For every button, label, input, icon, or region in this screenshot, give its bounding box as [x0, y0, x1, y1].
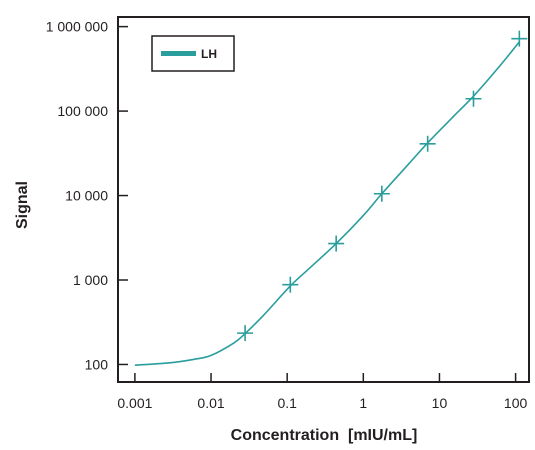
data-point: [511, 30, 528, 47]
legend: LH: [151, 35, 235, 72]
data-point: [465, 90, 482, 107]
x-axis: 0.001 0.01 0.1 1 10 100: [117, 373, 527, 411]
y-axis: 100 1 000 10 000 100 000 1 000 000: [46, 19, 128, 372]
data-point: [373, 185, 390, 202]
y-axis-title: Signal: [14, 181, 31, 229]
x-tick-label: 1: [359, 395, 367, 411]
x-tick-label: 100: [504, 395, 528, 411]
x-axis-title: Concentration [mIU/mL]: [231, 427, 418, 444]
data-points: [237, 30, 528, 342]
y-tick-label: 100: [85, 356, 109, 372]
plot-frame: [117, 16, 530, 383]
data-point: [237, 325, 254, 342]
data-point: [328, 235, 345, 252]
y-tick-label: 100 000: [57, 103, 108, 119]
x-tick-label: 0.01: [197, 395, 224, 411]
fit-curve: [134, 41, 520, 367]
legend-label: LH: [201, 47, 217, 61]
y-tick-label: 10 000: [65, 188, 108, 204]
x-tick-label: 10: [432, 395, 448, 411]
y-tick-label: 1 000: [73, 272, 108, 288]
x-tick-label: 0.001: [117, 395, 152, 411]
data-point: [419, 135, 436, 152]
data-point: [282, 276, 299, 293]
y-tick-label: 1 000 000: [46, 19, 108, 35]
x-tick-label: 0.1: [277, 395, 297, 411]
